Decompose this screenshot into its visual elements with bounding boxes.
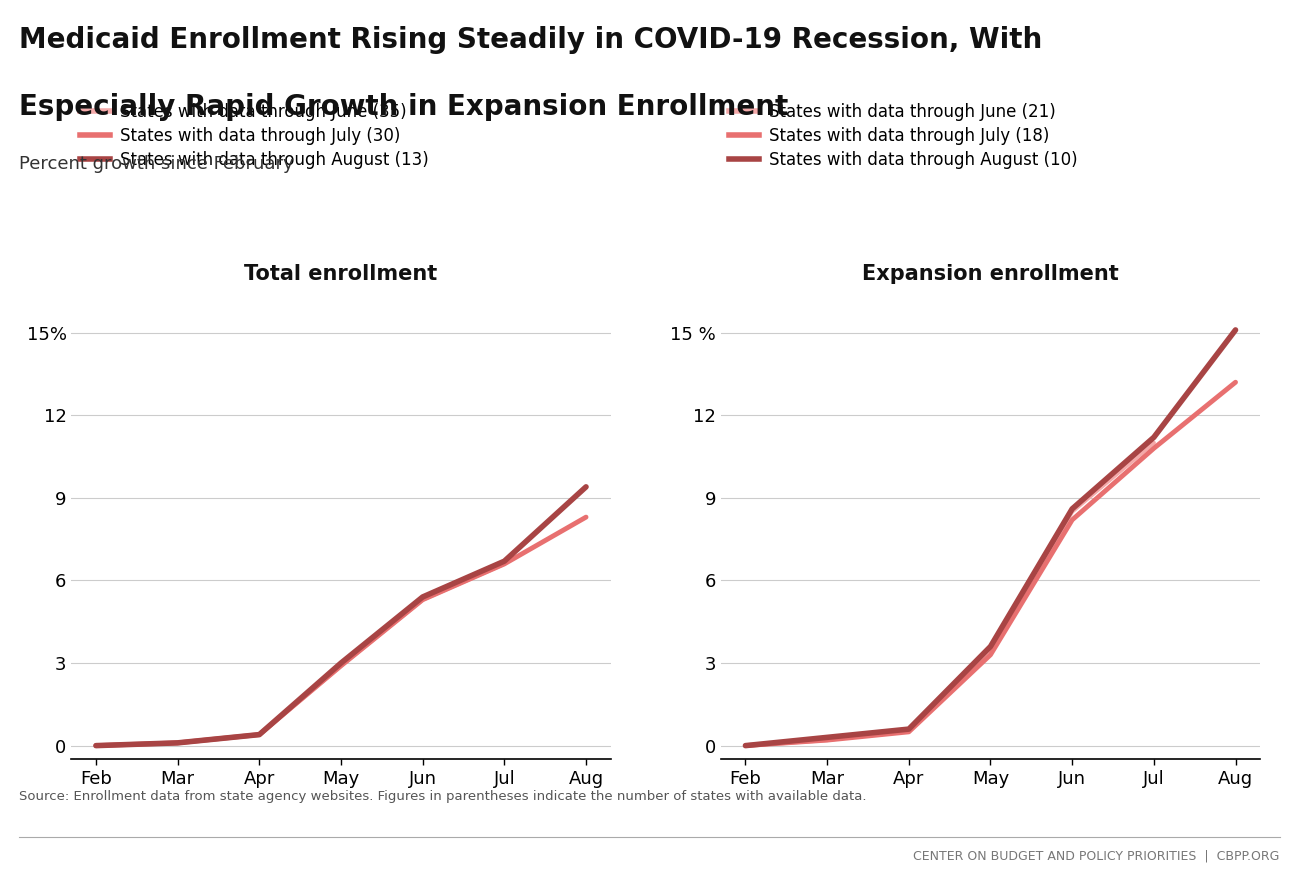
Legend: States with data through June (21), States with data through July (18), States w: States with data through June (21), Stat… bbox=[729, 103, 1078, 169]
Text: Percent growth since February: Percent growth since February bbox=[19, 155, 294, 172]
Text: Source: Enrollment data from state agency websites. Figures in parentheses indic: Source: Enrollment data from state agenc… bbox=[19, 790, 866, 804]
Title: Expansion enrollment: Expansion enrollment bbox=[863, 264, 1118, 284]
Legend: States with data through June (35), States with data through July (30), States w: States with data through June (35), Stat… bbox=[79, 103, 429, 169]
Title: Total enrollment: Total enrollment bbox=[244, 264, 438, 284]
Text: Especially Rapid Growth in Expansion Enrollment: Especially Rapid Growth in Expansion Enr… bbox=[19, 93, 788, 121]
Text: Medicaid Enrollment Rising Steadily in COVID-19 Recession, With: Medicaid Enrollment Rising Steadily in C… bbox=[19, 26, 1043, 55]
Text: CENTER ON BUDGET AND POLICY PRIORITIES  |  CBPP.ORG: CENTER ON BUDGET AND POLICY PRIORITIES |… bbox=[913, 849, 1280, 863]
